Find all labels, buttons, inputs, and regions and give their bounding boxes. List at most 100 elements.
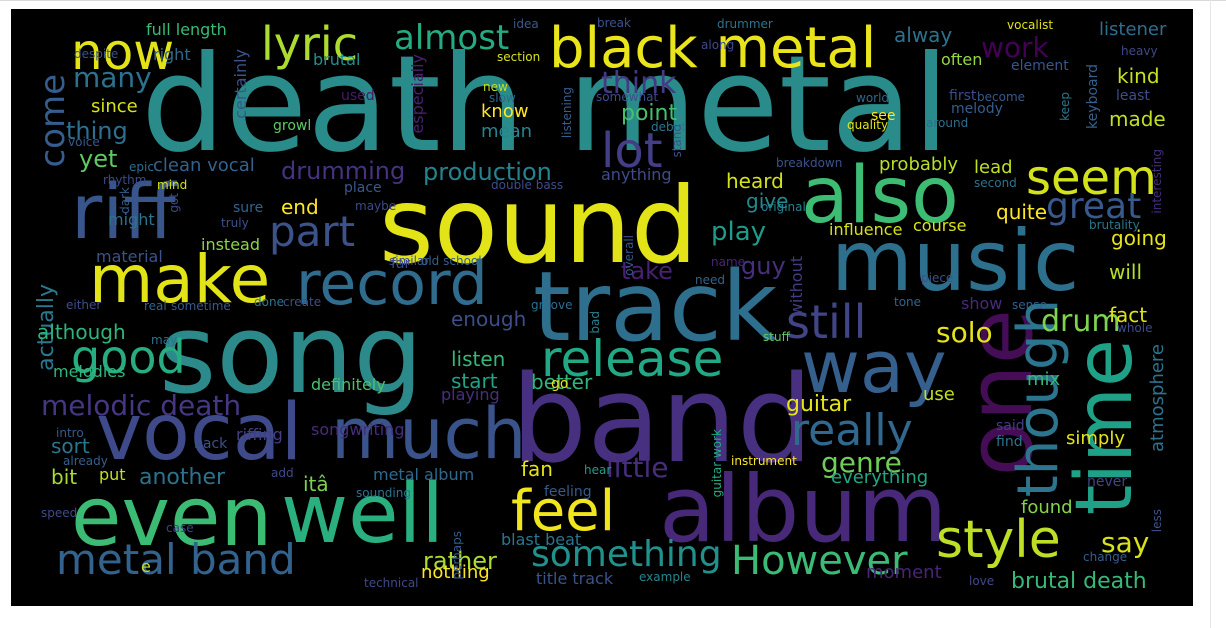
cloud-word: old school bbox=[421, 254, 482, 268]
cloud-word: feel bbox=[511, 479, 616, 544]
cloud-word: truly bbox=[221, 216, 249, 230]
cloud-word: piece bbox=[921, 271, 954, 285]
cloud-word: good bbox=[71, 330, 186, 384]
cloud-word: way bbox=[801, 325, 947, 409]
cloud-word: will bbox=[1109, 260, 1143, 284]
cloud-word: technical bbox=[364, 576, 419, 590]
cloud-word: change bbox=[1083, 550, 1128, 564]
cloud-word: stuff bbox=[763, 330, 790, 344]
cloud-word: sense bbox=[1012, 298, 1047, 312]
cloud-word: quite bbox=[996, 200, 1048, 224]
cloud-word: full length bbox=[146, 20, 227, 39]
cloud-word: keep bbox=[1058, 92, 1072, 121]
cloud-word: style bbox=[936, 510, 1061, 570]
cloud-word: itâ bbox=[303, 472, 329, 496]
cloud-word: much bbox=[331, 393, 527, 475]
cloud-word: less bbox=[1150, 509, 1164, 533]
cloud-word: take bbox=[621, 257, 673, 285]
cloud-word: whole bbox=[1117, 321, 1153, 335]
cloud-word: brutal bbox=[313, 50, 361, 69]
cloud-word: heavy bbox=[1121, 44, 1158, 58]
cloud-word: become bbox=[977, 90, 1026, 104]
cloud-word: somewhat bbox=[596, 90, 659, 104]
cloud-word: epic bbox=[129, 160, 154, 174]
cloud-word: often bbox=[941, 50, 983, 69]
cloud-word: vocalist bbox=[1007, 18, 1054, 32]
cloud-word: simply bbox=[1066, 428, 1125, 449]
cloud-word: right bbox=[153, 45, 191, 64]
cloud-word: groove bbox=[531, 298, 573, 312]
cloud-word: love bbox=[969, 574, 995, 588]
cloud-word: make bbox=[89, 241, 271, 318]
cloud-word: well bbox=[281, 467, 445, 562]
cloud-word: fact bbox=[1109, 303, 1148, 327]
cloud-word: certainly bbox=[231, 49, 250, 119]
cloud-word: idea bbox=[513, 17, 539, 31]
cloud-word: even bbox=[71, 470, 273, 565]
cloud-word: going bbox=[1111, 226, 1167, 250]
cloud-word: sure bbox=[233, 200, 264, 216]
cloud-word: seem bbox=[1026, 150, 1157, 206]
word-cloud: death metal sound song band track music album o… bbox=[11, 9, 1193, 606]
cloud-word: drumming bbox=[281, 157, 406, 185]
cloud-word: instead bbox=[201, 235, 260, 254]
cloud-word: example bbox=[639, 570, 691, 584]
cloud-word: yet bbox=[79, 145, 118, 173]
cloud-word: thing bbox=[66, 117, 128, 145]
cloud-word: sounding bbox=[356, 486, 411, 500]
cloud-word: mean bbox=[481, 121, 533, 142]
cloud-word: listener bbox=[1099, 19, 1167, 40]
cloud-word: moment bbox=[866, 562, 942, 583]
cloud-word: might bbox=[108, 210, 155, 229]
cloud-word: probably bbox=[879, 154, 958, 175]
cloud-word: start bbox=[451, 369, 498, 393]
cloud-word: rather bbox=[423, 547, 497, 575]
cloud-word: death metal bbox=[141, 28, 950, 182]
cloud-word: play bbox=[711, 217, 767, 247]
cloud-word: course bbox=[913, 216, 967, 235]
cloud-word: least bbox=[1116, 88, 1150, 104]
cloud-word: find bbox=[996, 434, 1023, 450]
cloud-word: almost bbox=[394, 18, 510, 58]
cloud-word: similar bbox=[389, 254, 430, 268]
cloud-word: rhythm bbox=[103, 173, 147, 187]
cloud-word: anything bbox=[601, 165, 672, 184]
cloud-word: material bbox=[96, 247, 163, 266]
cloud-word: drummer bbox=[717, 17, 773, 31]
cloud-word: debut bbox=[651, 120, 686, 134]
cloud-word: sometime bbox=[171, 299, 231, 313]
cloud-word: e bbox=[141, 557, 151, 576]
cloud-word: breakdown bbox=[776, 156, 843, 170]
cloud-word: dark bbox=[118, 187, 132, 214]
cloud-word: back bbox=[194, 436, 228, 452]
cloud-word: really bbox=[791, 405, 913, 456]
cloud-word: got bbox=[167, 193, 181, 213]
cloud-word: song bbox=[159, 290, 424, 418]
cloud-word: see bbox=[871, 108, 896, 124]
cloud-word: kind bbox=[1117, 64, 1160, 88]
cloud-word: feeling bbox=[544, 484, 592, 500]
cloud-word: hear bbox=[584, 463, 612, 477]
cloud-word: nothing bbox=[421, 562, 490, 583]
cloud-word: music bbox=[831, 212, 1080, 310]
cloud-word: either bbox=[66, 298, 102, 312]
cloud-word: production bbox=[423, 158, 552, 186]
cloud-word: brutality bbox=[1089, 218, 1140, 232]
cloud-word: melodies bbox=[53, 362, 126, 381]
cloud-word: album bbox=[659, 456, 948, 563]
cloud-word: enough bbox=[451, 307, 527, 331]
cloud-word: world bbox=[856, 91, 890, 105]
cloud-word: new bbox=[483, 80, 508, 94]
top-divider bbox=[0, 0, 1226, 1]
cloud-word: sort bbox=[51, 434, 90, 458]
cloud-word: bad bbox=[588, 311, 602, 334]
cloud-word: lyric bbox=[261, 17, 358, 71]
cloud-word: everything bbox=[831, 467, 929, 488]
cloud-word: perhaps bbox=[450, 531, 464, 580]
cloud-word: keyboard bbox=[1085, 64, 1101, 129]
cloud-word: interesting bbox=[1150, 149, 1164, 214]
cloud-word: However bbox=[731, 538, 908, 584]
cloud-word: definitely bbox=[311, 375, 386, 394]
cloud-word: element bbox=[1011, 58, 1069, 74]
cloud-word: black metal bbox=[549, 16, 877, 81]
